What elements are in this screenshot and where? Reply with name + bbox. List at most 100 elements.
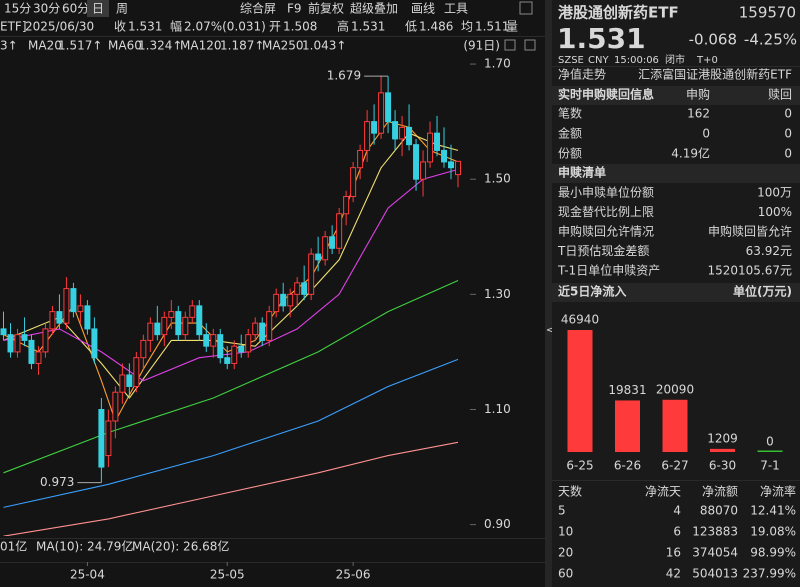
plot-area xyxy=(0,75,462,536)
candle-body xyxy=(427,132,434,163)
row-value: 0 xyxy=(784,107,792,121)
candle-body xyxy=(399,126,406,140)
candle-body xyxy=(259,322,266,341)
candle-body xyxy=(413,144,420,180)
table-cell: 5 xyxy=(558,504,566,518)
table-cell: 12.41% xyxy=(750,504,796,518)
candle-body xyxy=(175,311,182,336)
period-button[interactable]: 15分 xyxy=(4,2,31,16)
tool-button[interactable]: 超级叠加 xyxy=(350,1,398,16)
section-title: 近5日净流入 xyxy=(558,284,626,299)
quote-prefix: ETF] xyxy=(0,20,27,34)
candle-body xyxy=(105,420,112,457)
row-label: 现金替代比例上限 xyxy=(558,204,654,219)
column-header: 申购 xyxy=(686,87,710,102)
table-cell: 98.99% xyxy=(750,546,796,560)
candle-body xyxy=(7,334,14,353)
table-cell: 237.99% xyxy=(743,567,796,581)
row-separator xyxy=(552,66,800,67)
candle-body xyxy=(217,334,224,359)
flow-bar xyxy=(662,399,688,452)
candle-body xyxy=(252,322,259,336)
candle-body xyxy=(140,339,147,359)
candle-body xyxy=(455,160,462,176)
tool-button[interactable]: 综合屏 xyxy=(240,1,276,16)
ma-name: MA250 xyxy=(262,39,303,53)
table-header: 天数 xyxy=(558,484,582,499)
candle-body xyxy=(196,305,203,336)
x-tick-label: 25-05 xyxy=(210,568,245,582)
price-change: -0.068 xyxy=(689,31,737,49)
candle-body xyxy=(70,288,77,313)
quote-value: 1.508 xyxy=(283,20,317,34)
row-value: 0 xyxy=(784,147,792,161)
ma-line xyxy=(3,279,459,474)
quote-value: 1.531 xyxy=(128,20,162,34)
ma-name: MA60 xyxy=(108,39,142,53)
settings-icon[interactable] xyxy=(519,1,533,15)
bar-category-label: 7-1 xyxy=(760,459,780,473)
table-cell: 10 xyxy=(558,525,573,539)
candle-body xyxy=(210,334,217,347)
quote-label: 幅 xyxy=(170,19,182,34)
candle-body xyxy=(301,282,308,295)
period-button[interactable]: 周 xyxy=(116,2,128,16)
tool-button[interactable]: 前复权 xyxy=(308,1,344,16)
period-button[interactable]: 60分 xyxy=(62,2,89,16)
option-icon[interactable] xyxy=(524,39,536,51)
row-value: 100% xyxy=(758,205,792,219)
candle-body xyxy=(112,391,119,422)
section-title: 申赎清单 xyxy=(558,165,606,180)
row-value: 63.92元 xyxy=(746,244,792,258)
y-tick-label: 1.30 xyxy=(484,287,511,301)
tool-button[interactable]: 工具 xyxy=(444,2,468,16)
chart-panel xyxy=(0,0,545,587)
table-cell: 4 xyxy=(673,504,681,518)
zoom-icon[interactable] xyxy=(504,39,516,51)
candle-body xyxy=(357,149,364,169)
row-value: 0 xyxy=(784,127,792,141)
candle-body xyxy=(448,161,455,169)
candle-body xyxy=(0,328,7,336)
section-header xyxy=(552,164,800,183)
meta: T+0 xyxy=(696,55,718,66)
quote-label: 量 xyxy=(506,20,518,34)
y-tick-label: 1.70 xyxy=(484,57,511,71)
ma-value: 1.324↑ xyxy=(138,39,182,53)
row-value: 1520105.67元 xyxy=(707,264,792,278)
bar-value-label: 0 xyxy=(766,435,774,449)
flow-bar xyxy=(710,448,735,452)
period-button[interactable]: 日 xyxy=(92,2,104,16)
quote-label: 开 xyxy=(269,20,281,34)
candle-body xyxy=(119,374,126,393)
table-cell: 16 xyxy=(666,546,681,560)
period-button[interactable]: 30分 xyxy=(33,2,60,16)
candle-body xyxy=(77,305,84,313)
tool-button[interactable]: F9 xyxy=(287,2,302,16)
bar-category-label: 6-26 xyxy=(614,459,641,473)
x-tick-label: 25-04 xyxy=(70,568,105,582)
candle-body xyxy=(343,195,350,215)
quote-label: 收 xyxy=(114,20,126,34)
candle-body xyxy=(371,121,378,134)
y-tick-label: 0.90 xyxy=(484,517,511,531)
bar-value-label: 19831 xyxy=(608,383,646,397)
bar-category-label: 6-27 xyxy=(661,459,688,473)
quote-value: 1.486 xyxy=(419,20,453,34)
row-label: T日预估现金差额 xyxy=(557,243,649,258)
bar-value-label: 20090 xyxy=(656,382,694,396)
quote-date: 2025/06/30 xyxy=(25,20,94,34)
collapse-arrow[interactable]: < xyxy=(546,325,554,336)
last-price: 1.531 xyxy=(557,22,646,55)
tool-button[interactable]: 画线 xyxy=(411,2,435,16)
row-label: 份额 xyxy=(558,147,582,161)
candle-body xyxy=(98,408,105,468)
candle-body xyxy=(392,121,399,140)
candle-body xyxy=(161,316,168,336)
splitter[interactable] xyxy=(545,0,552,587)
row-label: T-1日单位申赎资产 xyxy=(557,263,660,278)
row-label: 金额 xyxy=(558,126,582,141)
candle-body xyxy=(14,334,21,353)
candle-body xyxy=(420,161,427,180)
meta: SZSE xyxy=(558,55,584,66)
